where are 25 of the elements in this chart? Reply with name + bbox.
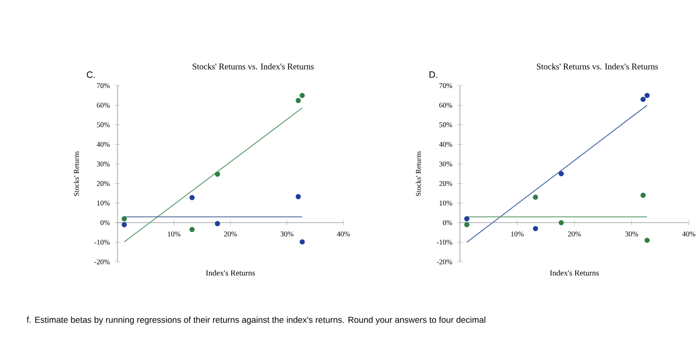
text: D. <box>430 71 438 78</box>
chart-title: Stocks' Returns vs. Index's Returns <box>536 63 658 70</box>
point <box>532 226 538 231</box>
point <box>464 222 470 227</box>
point <box>214 220 220 226</box>
point <box>464 216 470 222</box>
point <box>214 171 220 176</box>
point <box>122 222 127 227</box>
point <box>644 92 650 98</box>
point <box>300 92 305 98</box>
point <box>644 237 650 243</box>
point <box>532 194 538 200</box>
chart-title: Stocks' Returns vs. Index's Returns <box>192 63 314 70</box>
point <box>558 220 564 226</box>
point <box>189 226 195 232</box>
text: C. <box>86 71 95 78</box>
text: f. Estimate betas by running regressions of their returns against the index's returns. Round your answers to four decimal <box>26 316 486 324</box>
point <box>640 96 646 102</box>
point <box>640 192 646 198</box>
point <box>296 194 301 200</box>
point <box>122 216 127 222</box>
point <box>296 98 301 103</box>
point <box>189 194 195 200</box>
point <box>300 239 305 244</box>
point <box>558 170 564 176</box>
